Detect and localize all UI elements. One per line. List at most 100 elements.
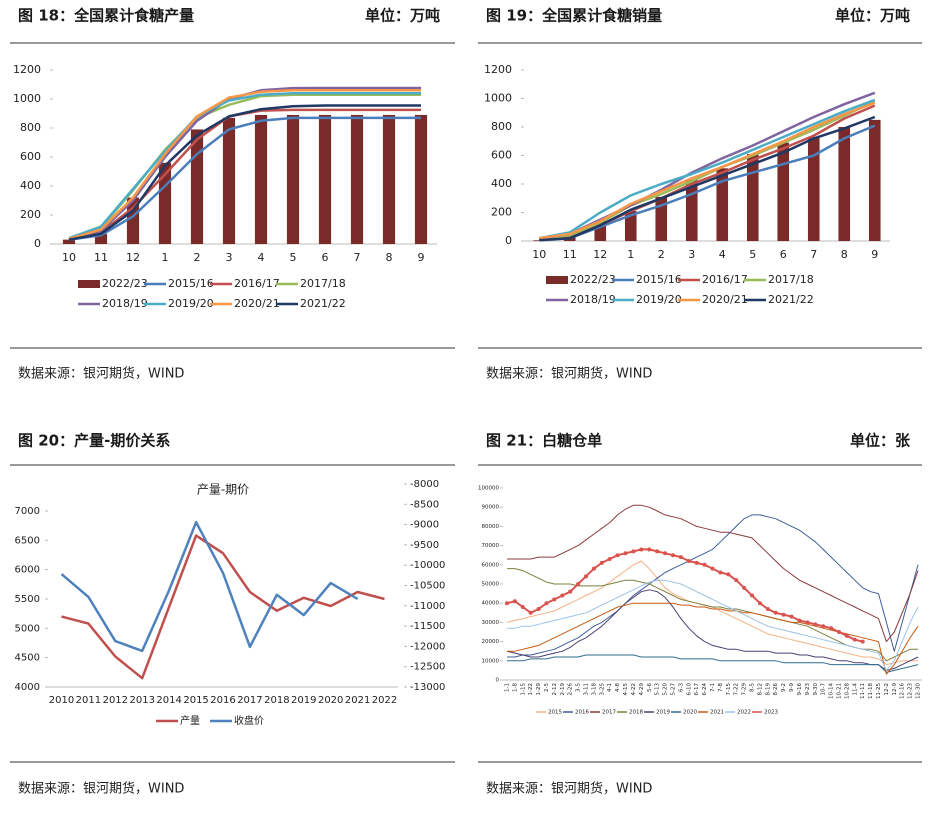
y2-tick-label: -8000 — [410, 479, 439, 490]
series-marker — [568, 589, 573, 594]
x-tick-label: 6-24 — [702, 683, 708, 696]
y-tick-label: 80000 — [482, 524, 500, 530]
y-tick-label: 0 — [496, 678, 500, 684]
y-tick-label: 5000 — [15, 623, 40, 634]
x-tick-label: 2-5 — [544, 683, 550, 692]
y-tick-label: 1000 — [484, 92, 512, 105]
y-tick-label: 600 — [491, 149, 512, 162]
series-marker — [512, 599, 517, 604]
series-marker — [576, 582, 581, 586]
legend-label: 2019/20 — [168, 297, 214, 310]
series-marker — [860, 639, 865, 644]
series-marker — [734, 578, 739, 583]
series-marker — [789, 614, 794, 619]
x-tick-label: 7-8 — [718, 683, 724, 692]
x-tick-label: 2015 — [183, 695, 208, 706]
x-tick-label: 9-23 — [805, 683, 811, 696]
bar — [222, 117, 236, 244]
x-tick-label: 12-9 — [892, 683, 898, 696]
bar — [777, 142, 790, 241]
legend-label: 2020/21 — [234, 297, 280, 310]
series-line — [507, 514, 919, 658]
bar — [62, 239, 76, 244]
series-marker — [829, 626, 834, 631]
legend-label: 2020/21 — [702, 293, 748, 306]
y-tick-label: 1200 — [484, 63, 512, 76]
series-marker — [607, 557, 612, 562]
chart-title: 产量-期价 — [197, 483, 249, 497]
series-marker — [591, 566, 596, 571]
x-tick-label: 2013 — [130, 695, 155, 706]
series-marker — [765, 606, 770, 611]
y-tick-label: 800 — [20, 121, 41, 134]
series-marker — [836, 630, 841, 634]
legend-label: 2015/16 — [636, 273, 682, 286]
legend-label: 2022 — [737, 710, 751, 716]
y-tick-label: 6000 — [15, 565, 40, 576]
series-line — [506, 548, 863, 643]
series-marker — [742, 585, 747, 590]
y2-tick-label: -12500 — [410, 662, 445, 673]
legend-label: 2019 — [656, 710, 670, 716]
y2-tick-label: -11500 — [410, 621, 445, 632]
legend-label: 2016/17 — [234, 277, 280, 290]
panel-unit: 单位：万吨 — [835, 7, 910, 25]
x-tick-label: 2022 — [372, 695, 397, 706]
series-line — [539, 124, 876, 241]
series-line — [539, 115, 876, 242]
x-tick-label: 9-30 — [813, 683, 819, 696]
y-tick-label: 100000 — [478, 486, 499, 492]
series-marker — [852, 637, 857, 642]
x-tick-label: 7-15 — [726, 683, 732, 696]
bar — [414, 114, 428, 244]
x-tick-label: 1-1 — [504, 683, 510, 692]
legend-label: 2019/20 — [636, 293, 682, 306]
series-marker — [718, 570, 723, 575]
y-tick-label: 70000 — [482, 543, 500, 549]
y2-tick-label: -9500 — [410, 540, 439, 551]
x-tick-label: 2016 — [210, 695, 235, 706]
x-tick-label: 10-21 — [836, 683, 842, 699]
x-tick-label: 9-9 — [789, 683, 795, 692]
x-tick-label: 1-15 — [520, 683, 526, 696]
y-tick-label: 90000 — [482, 505, 500, 511]
x-tick-label: 2020 — [318, 695, 343, 706]
series-marker — [797, 618, 802, 623]
x-tick-label: 4-1 — [607, 683, 613, 692]
x-tick-label: 4 — [258, 251, 265, 264]
x-tick-label: 8-26 — [773, 683, 779, 696]
legend-label: 2023 — [764, 710, 778, 716]
series-line — [507, 654, 919, 673]
x-tick-label: 2019 — [291, 695, 316, 706]
series-marker — [750, 593, 755, 598]
series-marker — [536, 606, 541, 611]
x-tick-label: 2010 — [49, 695, 74, 706]
y2-tick-label: -8500 — [410, 499, 439, 510]
series-marker — [599, 560, 604, 565]
series-marker — [528, 610, 533, 615]
x-tick-label: 3 — [688, 248, 695, 261]
bar — [807, 136, 820, 241]
series-marker — [663, 551, 668, 556]
series-line — [68, 89, 421, 241]
x-tick-label: 6-10 — [686, 683, 692, 696]
y-tick-label: 200 — [491, 206, 512, 219]
series-marker — [844, 633, 849, 638]
series-line — [506, 560, 918, 666]
x-tick-label: 6 — [780, 248, 787, 261]
x-tick-label: 5-27 — [670, 683, 676, 696]
series-marker — [781, 612, 786, 617]
legend-label: 2017/18 — [768, 273, 814, 286]
bar — [94, 233, 108, 244]
bar — [350, 114, 364, 244]
legend-swatch — [78, 280, 100, 288]
y-tick-label: 60000 — [482, 562, 500, 568]
x-tick-label: 4-22 — [631, 683, 637, 695]
x-tick-label: 3-25 — [599, 683, 605, 696]
panel-title: 图 18：全国累计食糖产量 — [18, 7, 194, 25]
series-marker — [655, 549, 660, 554]
x-tick-label: 12 — [126, 251, 140, 264]
panel-title: 图 20：产量-期价关系 — [18, 432, 170, 450]
x-tick-label: 3-5 — [576, 683, 582, 692]
x-tick-label: 7-1 — [710, 683, 716, 692]
